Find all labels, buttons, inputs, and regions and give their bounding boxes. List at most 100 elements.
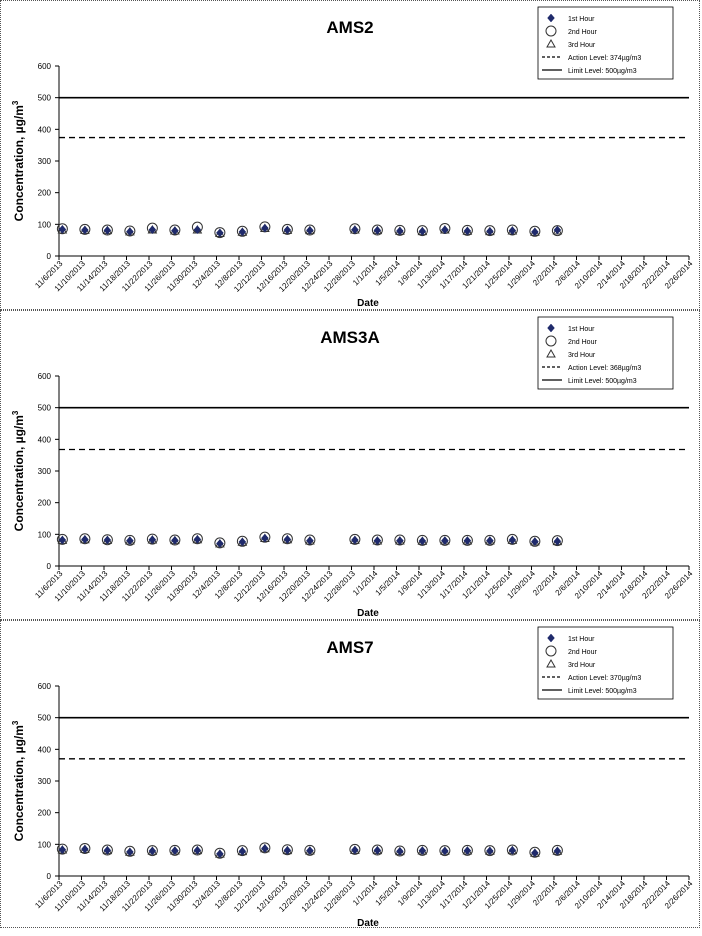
data-point — [283, 535, 292, 544]
legend: 1st Hour 2nd Hour 3rd Hour Action Level: 37… — [537, 626, 674, 700]
data-point — [306, 225, 314, 235]
legend-label: Action Level: 370µg/m3 — [568, 675, 641, 682]
data-point — [148, 846, 157, 856]
data-point — [396, 846, 404, 856]
data-point — [441, 536, 449, 546]
legend: 1st Hour 2nd Hour 3rd Hour Action Level: 37… — [537, 6, 674, 80]
y-tick-label: 200 — [38, 189, 52, 198]
data-point — [214, 227, 226, 239]
data-point — [193, 225, 202, 235]
data-point — [506, 844, 518, 856]
legend: 1st Hour 2nd Hour 3rd Hour Action Level: 36… — [537, 316, 674, 390]
data-point — [396, 226, 404, 236]
data-point — [126, 227, 134, 236]
data-point — [553, 536, 562, 546]
data-point — [439, 534, 451, 546]
data-point — [396, 536, 404, 546]
y-tick-label: 300 — [38, 157, 52, 166]
data-point — [81, 844, 89, 854]
x-axis-label: Date — [357, 918, 379, 929]
data-point — [508, 535, 517, 545]
y-axis-label: Concentration, µg/m3 — [11, 720, 26, 841]
data-point — [373, 845, 382, 855]
y-tick-label: 100 — [38, 220, 52, 229]
y-tick-label: 0 — [47, 252, 52, 261]
data-point — [486, 226, 494, 236]
legend-label: 3rd Hour — [568, 662, 596, 669]
y-tick-label: 200 — [38, 499, 52, 508]
data-point — [418, 536, 427, 546]
legend-marker — [546, 38, 556, 48]
data-point — [193, 845, 202, 855]
data-point — [58, 535, 67, 545]
chart-panel-ams3a: AMS3A Concentration, µg/m3 0 100 200 300 400 50… — [0, 310, 700, 620]
data-point — [306, 846, 314, 856]
chart-svg: AMS3A Concentration, µg/m3 0 100 200 300 400 50… — [11, 316, 695, 619]
legend-label: Action Level: 374µg/m3 — [568, 55, 641, 62]
y-axis-label: Concentration, µg/m3 — [11, 410, 26, 531]
legend-label: 3rd Hour — [568, 352, 596, 359]
chart-svg: AMS2 Concentration, µg/m3 0 100 200 300 400 500… — [11, 6, 695, 309]
legend-marker — [545, 335, 557, 347]
chart-title: AMS2 — [326, 18, 373, 37]
data-point — [486, 846, 494, 856]
data-point — [101, 534, 113, 546]
series-1st-hour — [58, 533, 562, 548]
data-point — [553, 225, 562, 235]
data-point — [238, 846, 247, 856]
data-point — [103, 225, 112, 235]
chart-panel-ams7: AMS7 Concentration, µg/m3 0 100 200 300 400 500… — [0, 620, 700, 929]
y-tick-label: 200 — [38, 809, 52, 818]
data-point — [529, 535, 541, 547]
legend-label: 2nd Hour — [568, 649, 597, 656]
legend-label: 1st Hour — [568, 16, 595, 23]
data-point — [394, 845, 406, 857]
data-point — [304, 844, 316, 856]
data-point — [373, 225, 382, 235]
data-point — [238, 227, 247, 237]
y-tick-label: 400 — [38, 125, 52, 134]
y-tick-label: 500 — [38, 94, 52, 103]
data-point — [261, 844, 269, 853]
data-point — [531, 227, 539, 237]
y-tick-label: 0 — [47, 562, 52, 571]
data-point — [216, 228, 224, 238]
data-point — [463, 846, 472, 856]
y-tick-label: 600 — [38, 62, 52, 71]
legend-label: 2nd Hour — [568, 339, 597, 346]
data-point — [238, 537, 247, 547]
data-point — [146, 845, 158, 857]
data-point — [216, 539, 224, 548]
chart-title: AMS3A — [320, 328, 380, 347]
y-tick-label: 100 — [38, 530, 52, 539]
data-point — [58, 225, 67, 234]
data-point — [101, 224, 113, 236]
data-point — [81, 225, 89, 235]
data-point — [216, 849, 224, 859]
data-point — [531, 537, 539, 546]
data-point — [103, 845, 112, 855]
data-point — [169, 844, 181, 856]
data-point — [124, 534, 136, 546]
data-point — [439, 845, 451, 857]
data-point — [463, 226, 472, 236]
data-point — [101, 844, 113, 856]
legend-marker — [545, 25, 557, 37]
legend-label: Limit Level: 500µg/m3 — [568, 688, 637, 695]
data-point — [553, 846, 562, 856]
y-tick-label: 600 — [38, 682, 52, 691]
data-point — [463, 536, 472, 546]
y-tick-label: 400 — [38, 745, 52, 754]
legend-marker — [547, 633, 555, 643]
x-axis-label: Date — [357, 298, 379, 309]
data-point — [461, 844, 473, 856]
legend-box — [537, 626, 674, 700]
data-point — [508, 845, 517, 855]
legend-marker — [546, 658, 556, 668]
legend-marker — [545, 645, 557, 657]
legend-label: Limit Level: 500µg/m3 — [568, 378, 637, 385]
y-tick-label: 300 — [38, 467, 52, 476]
data-point — [306, 536, 314, 546]
data-point — [148, 535, 157, 545]
data-point — [81, 535, 89, 544]
